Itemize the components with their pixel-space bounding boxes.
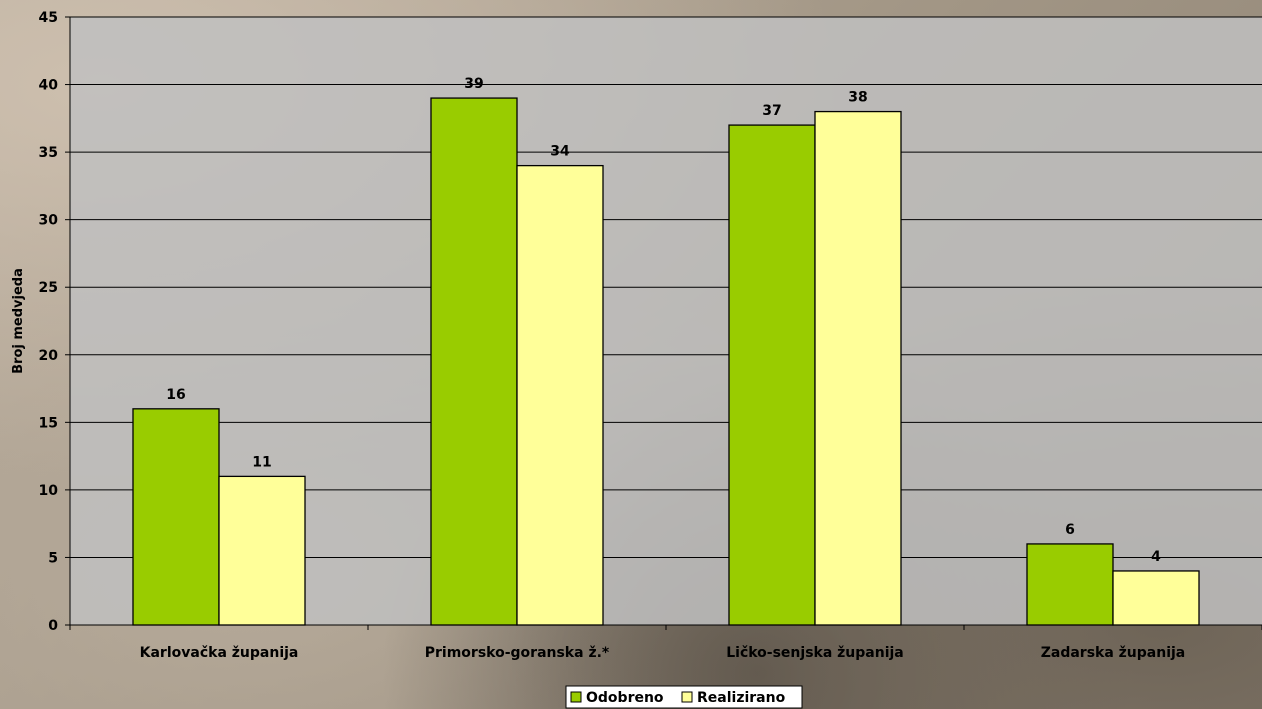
data-labels: 16 11 39 34 37 38 6 4 (166, 76, 1161, 565)
legend: Odobreno Realizirano (565, 685, 803, 709)
y-tick-label: 10 (39, 483, 59, 499)
bar-odobreno (430, 97, 518, 626)
y-tick-label: 30 (39, 213, 59, 229)
data-label: 16 (166, 387, 185, 403)
y-tick-label: 15 (39, 415, 58, 431)
category-label: Primorsko-goranska ž.* (425, 645, 610, 661)
data-label: 34 (550, 144, 570, 160)
bar-realizirano (814, 110, 902, 626)
bar-odobreno (728, 124, 816, 626)
data-label: 6 (1065, 522, 1075, 538)
bars (132, 97, 1200, 626)
data-label: 38 (848, 90, 867, 106)
data-label: 37 (762, 103, 781, 119)
category-label: Zadarska županija (1041, 645, 1186, 661)
legend-swatch-realizirano (681, 691, 693, 703)
y-tick-label: 5 (48, 550, 58, 566)
data-label: 4 (1151, 549, 1161, 565)
category-label: Karlovačka županija (140, 645, 299, 661)
y-axis-ticks: 0 5 10 15 20 25 30 35 40 45 (39, 10, 70, 634)
data-label: 39 (464, 76, 483, 92)
data-label: 11 (252, 454, 271, 470)
legend-label-odobreno: Odobreno (586, 690, 664, 706)
y-tick-label: 25 (39, 280, 58, 296)
y-axis-label: Broj medvjeda (11, 268, 26, 374)
y-tick-label: 45 (39, 10, 58, 26)
y-tick-label: 40 (39, 78, 59, 94)
bar-realizirano (516, 164, 604, 626)
bar-odobreno (1026, 543, 1114, 626)
category-labels: Karlovačka županija Primorsko-goranska ž.… (140, 645, 1186, 661)
bar-realizirano (218, 475, 306, 626)
axes (69, 17, 1262, 630)
legend-swatch-odobreno (570, 691, 582, 703)
bar-realizirano (1112, 570, 1200, 626)
y-tick-label: 20 (39, 348, 59, 364)
legend-label-realizirano: Realizirano (697, 690, 786, 706)
bar-odobreno (132, 408, 220, 626)
y-tick-label: 0 (48, 618, 58, 634)
category-label: Ličko-senjska županija (726, 645, 904, 661)
y-tick-label: 35 (39, 145, 58, 161)
